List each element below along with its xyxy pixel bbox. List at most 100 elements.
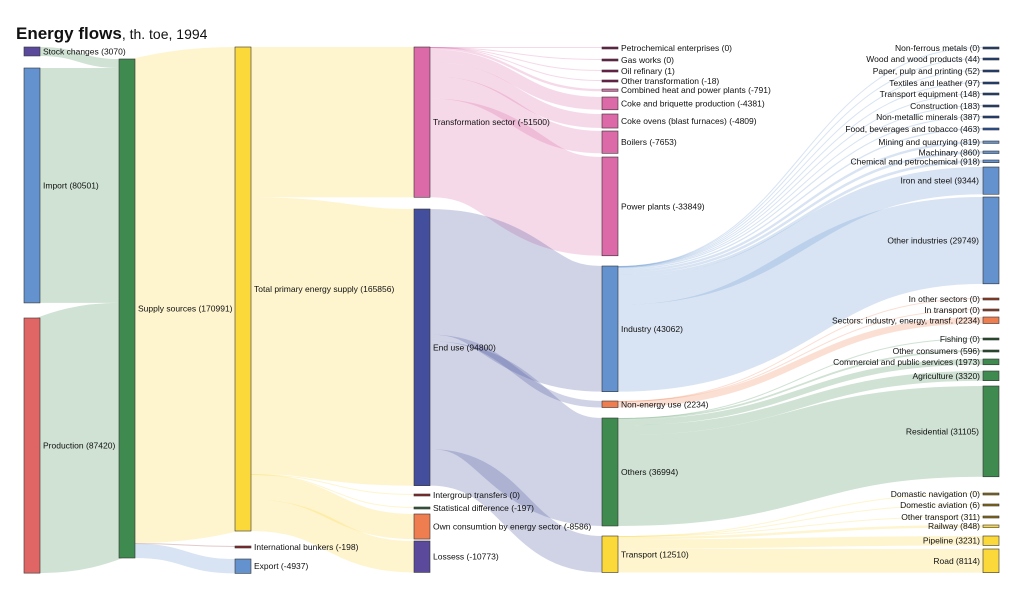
node-paper[interactable] bbox=[982, 69, 1000, 73]
flow-industry-to-chemical[interactable] bbox=[617, 159, 984, 278]
node-enduse[interactable] bbox=[413, 208, 431, 486]
node-machinary[interactable] bbox=[982, 150, 1000, 154]
flow-industry-to-transpeq[interactable] bbox=[617, 93, 984, 268]
node-textiles[interactable] bbox=[982, 81, 1000, 85]
node-cokeovens[interactable] bbox=[601, 113, 619, 129]
flow-tpes-to-statdiff[interactable] bbox=[250, 473, 415, 508]
flow-supply-to-tpes[interactable] bbox=[121, 46, 249, 544]
flow-transformation-to-oilref[interactable] bbox=[429, 47, 603, 71]
flow-transformation-to-coke[interactable] bbox=[429, 49, 603, 110]
flow-industry-to-wood[interactable] bbox=[617, 58, 984, 267]
flow-nonenergy-to-sectorsind[interactable] bbox=[617, 317, 984, 408]
flow-industry-to-nonmetallic[interactable] bbox=[617, 116, 984, 269]
node-food[interactable] bbox=[982, 127, 1000, 131]
flow-industry-to-nonferrous[interactable] bbox=[617, 47, 984, 267]
node-coke[interactable] bbox=[601, 96, 619, 111]
node-transformation[interactable] bbox=[413, 46, 431, 198]
flow-supply-to-export[interactable] bbox=[134, 543, 236, 574]
node-nonenergy[interactable] bbox=[601, 400, 619, 408]
flow-nonenergy-to-inothersectors[interactable] bbox=[617, 298, 984, 402]
flow-transport-to-domnav[interactable] bbox=[617, 493, 984, 537]
node-statdiff[interactable] bbox=[413, 506, 431, 510]
flow-industry-to-food[interactable] bbox=[617, 128, 984, 271]
flow-industry-to-paper[interactable] bbox=[617, 70, 984, 268]
node-construction[interactable] bbox=[982, 104, 1000, 108]
node-petrochem[interactable] bbox=[601, 46, 619, 50]
node-mining[interactable] bbox=[982, 140, 1000, 144]
flow-industry-to-construction[interactable] bbox=[617, 105, 984, 268]
flow-transport-to-othertransport[interactable] bbox=[617, 516, 984, 538]
node-transport[interactable] bbox=[601, 535, 619, 573]
node-losses[interactable] bbox=[413, 540, 431, 573]
node-export[interactable] bbox=[234, 558, 252, 574]
node-import[interactable] bbox=[23, 67, 41, 304]
flow-industry-to-mining[interactable] bbox=[617, 140, 984, 273]
node-ironsteel[interactable] bbox=[982, 166, 1000, 195]
flow-nonenergy-to-intransport[interactable] bbox=[617, 309, 984, 402]
node-domnav[interactable] bbox=[982, 492, 1000, 496]
node-road[interactable] bbox=[982, 548, 1000, 573]
node-otherind[interactable] bbox=[982, 196, 1000, 285]
flow-transformation-to-boilers[interactable] bbox=[429, 76, 603, 154]
flow-tpes-to-own[interactable] bbox=[250, 474, 415, 540]
flow-supply-to-bunkers[interactable] bbox=[134, 543, 236, 547]
node-residential[interactable] bbox=[982, 385, 1000, 478]
flow-industry-to-ironsteel[interactable] bbox=[617, 166, 984, 305]
node-bunkers[interactable] bbox=[234, 545, 252, 549]
node-otherconsumers[interactable] bbox=[982, 349, 1000, 353]
node-tpes[interactable] bbox=[234, 46, 252, 532]
flow-stock-to-supply[interactable] bbox=[39, 47, 120, 68]
flow-transport-to-domavi[interactable] bbox=[617, 504, 984, 537]
node-chp[interactable] bbox=[601, 88, 619, 92]
node-domavi[interactable] bbox=[982, 503, 1000, 507]
flow-enduse-to-transport[interactable] bbox=[429, 449, 603, 573]
node-inothersectors[interactable] bbox=[982, 297, 1000, 301]
node-railway[interactable] bbox=[982, 524, 1000, 528]
flow-others-to-commercial[interactable] bbox=[617, 359, 984, 426]
flow-tpes-to-enduse[interactable] bbox=[249, 197, 416, 486]
flow-transformation-to-othertransf[interactable] bbox=[429, 47, 603, 81]
flow-enduse-to-industry[interactable] bbox=[427, 209, 605, 392]
flow-transport-to-pipeline[interactable] bbox=[617, 535, 984, 549]
flow-transformation-to-power[interactable] bbox=[428, 98, 604, 256]
flow-industry-to-machinary[interactable] bbox=[617, 151, 984, 275]
node-wood[interactable] bbox=[982, 57, 1000, 61]
node-sectorsind[interactable] bbox=[982, 316, 1000, 324]
flow-others-to-residential[interactable] bbox=[617, 386, 984, 526]
node-commercial[interactable] bbox=[982, 358, 1000, 366]
node-nonmetallic[interactable] bbox=[982, 115, 1000, 119]
node-supply[interactable] bbox=[118, 58, 136, 559]
node-stock[interactable] bbox=[23, 46, 41, 57]
node-othertransport[interactable] bbox=[982, 515, 1000, 519]
node-pipeline[interactable] bbox=[982, 535, 1000, 546]
node-gasworks[interactable] bbox=[601, 58, 619, 62]
node-others[interactable] bbox=[601, 417, 619, 527]
flow-tpes-to-intergroup[interactable] bbox=[250, 473, 415, 495]
node-agriculture[interactable] bbox=[982, 370, 1000, 381]
node-oilref[interactable] bbox=[601, 69, 619, 73]
flow-others-to-fishing[interactable] bbox=[617, 338, 984, 419]
flow-enduse-to-nonenergy[interactable] bbox=[429, 334, 603, 408]
node-transpeq[interactable] bbox=[982, 92, 1000, 96]
node-intransport[interactable] bbox=[982, 308, 1000, 312]
node-fishing[interactable] bbox=[982, 337, 1000, 341]
node-own[interactable] bbox=[413, 513, 431, 540]
node-boilers[interactable] bbox=[601, 130, 619, 154]
flow-transport-to-railway[interactable] bbox=[617, 524, 984, 540]
flow-production-to-supply[interactable] bbox=[28, 302, 131, 574]
flow-tpes-to-losses[interactable] bbox=[250, 499, 415, 573]
node-othertransf[interactable] bbox=[601, 79, 619, 83]
flow-enduse-to-others[interactable] bbox=[427, 341, 605, 526]
flow-others-to-otherconsumers[interactable] bbox=[617, 350, 984, 420]
node-power[interactable] bbox=[601, 156, 619, 257]
flow-industry-to-otherind[interactable] bbox=[617, 197, 984, 392]
node-industry[interactable] bbox=[601, 265, 619, 392]
flow-transformation-to-cokeovens[interactable] bbox=[429, 62, 603, 129]
node-nonferrous[interactable] bbox=[982, 46, 1000, 50]
flow-others-to-agriculture[interactable] bbox=[617, 370, 984, 436]
flow-transformation-to-gasworks[interactable] bbox=[429, 47, 603, 60]
node-chemical[interactable] bbox=[982, 159, 1000, 163]
flow-industry-to-textiles[interactable] bbox=[617, 82, 984, 268]
flow-transformation-to-chp[interactable] bbox=[429, 47, 603, 92]
node-intergroup[interactable] bbox=[413, 493, 431, 497]
